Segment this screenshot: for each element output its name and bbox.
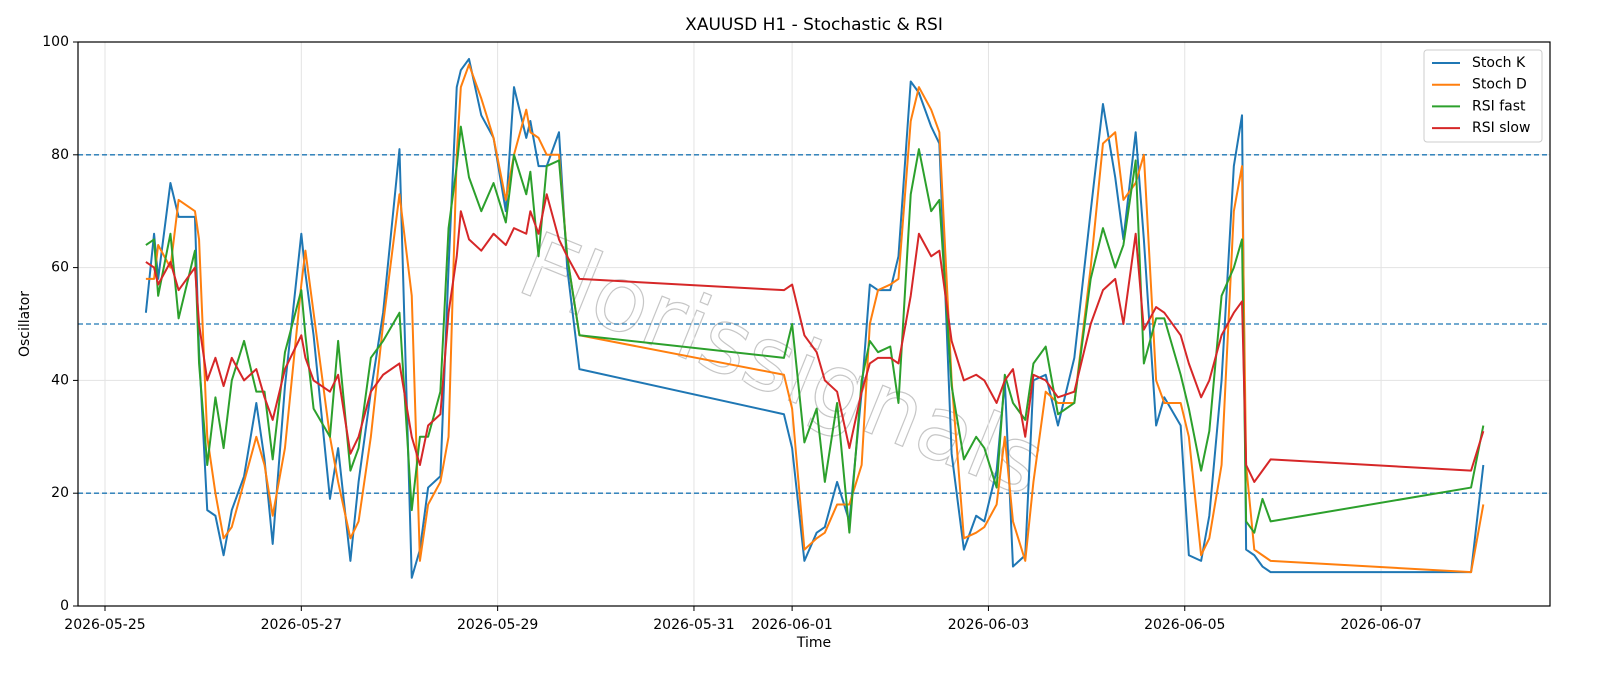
x-tick-label: 2026-06-05: [1144, 617, 1225, 633]
plot-frame: [77, 41, 1551, 607]
y-tick-label: 80: [51, 147, 69, 163]
legend-box: [1423, 49, 1543, 143]
legend-label: RSI slow: [1472, 120, 1530, 136]
series-line: [145, 63, 1485, 574]
chart-title: XAUUSD H1 - Stochastic & RSI: [685, 15, 943, 35]
watermark: Florissignals: [506, 212, 1059, 517]
x-tick-label: 2026-05-25: [64, 617, 145, 633]
legend-label: Stoch K: [1472, 55, 1526, 71]
y-tick-label: 100: [42, 34, 69, 50]
series-line: [144, 57, 1485, 579]
x-axis-label: Time: [796, 635, 831, 651]
y-tick-label: 40: [51, 372, 69, 388]
x-tick-label: 2026-06-01: [751, 617, 832, 633]
x-tick-label: 2026-06-03: [948, 617, 1029, 633]
x-tick-label: 2026-05-29: [457, 617, 538, 633]
y-tick-label: 60: [51, 260, 69, 276]
legend-label: RSI fast: [1472, 98, 1526, 114]
y-tick-label: 20: [51, 485, 69, 501]
x-tick-label: 2026-06-07: [1340, 617, 1421, 633]
x-tick-label: 2026-05-27: [261, 617, 342, 633]
series-line: [145, 193, 1485, 483]
y-axis-label: Oscillator: [17, 291, 33, 357]
legend-label: Stoch D: [1472, 77, 1527, 93]
series-line: [145, 125, 1485, 534]
x-tick-label: 2026-05-31: [653, 617, 734, 633]
y-tick-label: 0: [60, 598, 69, 614]
